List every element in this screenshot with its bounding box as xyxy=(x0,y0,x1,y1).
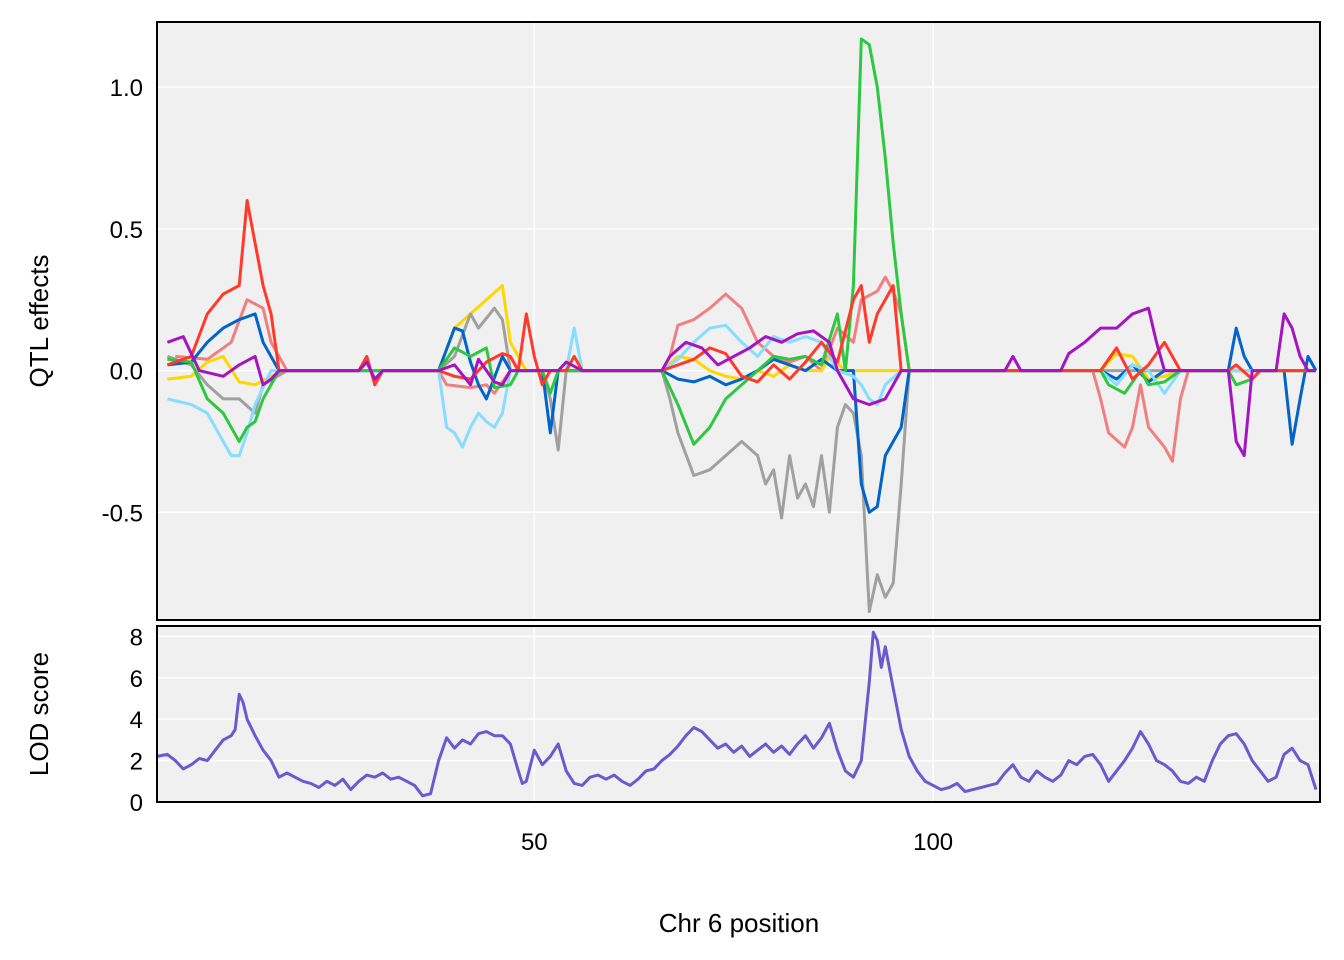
effects-series-group xyxy=(166,37,1318,613)
lod-panel: 0 2 4 6 8 LOD score xyxy=(24,624,1321,817)
x-axis-title: Chr 6 position xyxy=(659,908,819,938)
effects-y-tick-label: 0.0 xyxy=(110,359,143,386)
effects-series-line xyxy=(175,275,1316,463)
x-tick-labels: 50 100 xyxy=(521,829,953,856)
lod-y-tick-label: 2 xyxy=(130,749,143,776)
effects-plot-frame xyxy=(156,21,1321,621)
lod-plot-background xyxy=(157,626,1320,802)
lod-y-tick-label: 4 xyxy=(130,707,143,734)
effects-series-line xyxy=(167,37,1316,446)
lod-y-tick-label: 6 xyxy=(130,666,143,693)
lod-series-group xyxy=(156,630,1318,798)
effects-panel: -0.5 0.0 0.5 1.0 QTL effects xyxy=(24,21,1321,621)
effects-y-tick-label: -0.5 xyxy=(102,500,143,527)
effects-y-tick-label: 0.5 xyxy=(110,217,143,244)
x-tick-label: 100 xyxy=(913,829,953,856)
lod-plot-frame xyxy=(156,625,1321,803)
lod-series-line xyxy=(156,630,1318,798)
lod-y-tick-label: 0 xyxy=(130,790,143,817)
effects-series-line xyxy=(166,306,1316,458)
lod-y-axis-title: LOD score xyxy=(24,652,54,776)
lod-y-tick-label: 8 xyxy=(130,624,143,651)
effects-y-tick-labels: -0.5 0.0 0.5 1.0 xyxy=(102,75,143,527)
effects-plot-background xyxy=(157,22,1320,620)
x-tick-label: 50 xyxy=(521,829,548,856)
effects-y-tick-label: 1.0 xyxy=(110,75,143,102)
effects-y-axis-title: QTL effects xyxy=(24,255,54,388)
lod-y-tick-labels: 0 2 4 6 8 xyxy=(130,624,143,817)
